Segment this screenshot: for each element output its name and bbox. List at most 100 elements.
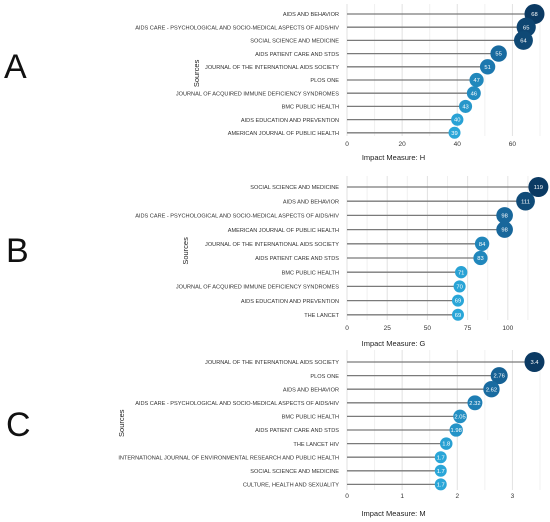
category-label: JOURNAL OF THE INTERNATIONAL AIDS SOCIET… (205, 65, 339, 71)
value-label: 2.05 (454, 415, 465, 421)
category-label: SOCIAL SCIENCE AND MEDICINE (250, 469, 339, 475)
value-label: 84 (479, 242, 486, 248)
y-axis-label: Sources (117, 409, 126, 437)
category-label: AIDS AND BEHAVIOR (283, 387, 339, 393)
category-label: CULTURE, HEALTH AND SEXUALITY (243, 483, 339, 489)
chart-a: 0 20 40 60 Impact Measure: H Sources AIDS AND … (135, 4, 545, 162)
category-label: AIDS CARE - PSYCHOLOGICAL AND SOCIO-MEDI… (135, 25, 339, 31)
x-tick-label: 0 (345, 493, 349, 500)
lollipop-bubble (490, 45, 507, 62)
x-tick-label: 50 (424, 325, 432, 332)
value-label: 47 (473, 78, 479, 84)
lollipop-bubble (479, 59, 496, 75)
lollipop-bubble (466, 86, 481, 101)
value-label: 119 (534, 185, 543, 191)
x-tick-label: 2 (455, 493, 459, 500)
category-label: AIDS PATIENT CARE AND STDS (255, 256, 339, 262)
category-label: PLOS ONE (310, 374, 339, 380)
lollipop-bubble (449, 423, 463, 437)
lollipop-bubble (467, 395, 483, 411)
chart-b: 0 25 50 75 100 Impact Measure: G Sources SOCIAL… (135, 176, 549, 348)
category-label: AIDS AND BEHAVIOR (283, 12, 339, 18)
lollipop-bubble (528, 177, 549, 197)
category-label: BMC PUBLIC HEALTH (282, 415, 339, 421)
x-tick-label: 0 (345, 325, 349, 332)
category-label: AIDS CARE - PSYCHOLOGICAL AND SOCIO-MEDI… (135, 401, 339, 407)
category-label: JOURNAL OF THE INTERNATIONAL AIDS SOCIET… (205, 242, 339, 248)
lollipop-bubble (490, 367, 508, 385)
lollipop-bubble (474, 236, 490, 251)
lollipop-bubble (453, 280, 466, 293)
value-label: 55 (495, 52, 501, 58)
lollipop-bubble (516, 191, 535, 211)
value-label: 71 (458, 270, 464, 276)
x-tick-label: 75 (464, 325, 472, 332)
value-label: 2.32 (469, 401, 480, 407)
x-tick-label: 40 (454, 141, 462, 148)
category-label: AMERICAN JOURNAL OF PUBLIC HEALTH (228, 131, 339, 137)
lollipop-bubble (455, 266, 468, 279)
x-tick-label: 1 (400, 493, 404, 500)
category-label: JOURNAL OF ACQUIRED IMMUNE DEFICIENCY SY… (176, 91, 339, 97)
category-label: BMC PUBLIC HEALTH (282, 105, 339, 111)
value-label: 69 (455, 313, 461, 319)
y-axis-label: Sources (192, 59, 201, 87)
category-label: AIDS AND BEHAVIOR (283, 199, 339, 205)
category-label: SOCIAL SCIENCE AND MEDICINE (250, 39, 339, 45)
lollipop-bubble (524, 352, 545, 372)
lollipop-bubble (453, 409, 467, 424)
value-label: 1.7 (437, 455, 445, 461)
category-label: AIDS CARE - PSYCHOLOGICAL AND SOCIO-MEDI… (135, 214, 339, 220)
x-tick-label: 0 (345, 141, 349, 148)
value-label: 39 (451, 131, 457, 137)
x-tick-label: 25 (384, 325, 392, 332)
lollipop-bubble (483, 381, 500, 398)
category-label: JOURNAL OF THE INTERNATIONAL AIDS SOCIET… (205, 360, 339, 366)
value-label: 111 (521, 199, 530, 205)
panel-letter-c: C (6, 406, 31, 444)
panel-letter-a: A (4, 48, 27, 86)
value-label: 51 (484, 65, 490, 71)
value-label: 2.76 (494, 374, 505, 380)
panel-letter-b: B (6, 232, 29, 270)
lollipop-bubble (451, 308, 464, 321)
lollipop-bubble (496, 221, 513, 238)
lollipop-bubble (469, 72, 484, 88)
x-axis-label: Impact Measure: M (361, 509, 425, 518)
category-label: AIDS PATIENT CARE AND STDS (255, 428, 339, 434)
value-label: 83 (477, 256, 483, 262)
value-label: 1.7 (437, 483, 445, 489)
value-label: 46 (471, 91, 477, 97)
category-label: INTERNATIONAL JOURNAL OF ENVIRONMENTAL R… (118, 455, 339, 461)
x-tick-label: 100 (502, 325, 513, 332)
lollipop-bubble (514, 30, 533, 50)
lollipop-bubble (448, 126, 461, 139)
x-axis-label: Impact Measure: G (362, 339, 426, 348)
value-label: 64 (520, 39, 527, 45)
value-label: 1.8 (442, 442, 450, 448)
value-label: 1.7 (437, 469, 445, 475)
lollipop-bubble (451, 294, 464, 307)
x-tick-label: 60 (509, 141, 517, 148)
value-label: 40 (454, 118, 460, 124)
category-label: AIDS EDUCATION AND PREVENTION (241, 299, 339, 305)
category-label: THE LANCET (304, 313, 339, 319)
lollipop-bubble (434, 451, 447, 464)
value-label: 3.4 (530, 360, 539, 366)
category-label: AIDS EDUCATION AND PREVENTION (241, 118, 339, 124)
lollipop-bubble (451, 113, 464, 126)
value-label: 43 (462, 105, 468, 111)
category-label: JOURNAL OF ACQUIRED IMMUNE DEFICIENCY SY… (176, 285, 339, 291)
value-label: 1.98 (451, 428, 462, 434)
chart-c: 0 1 2 3 Impact Measure: M Sources JOURNAL OF T… (117, 350, 545, 518)
value-label: 68 (531, 12, 537, 18)
value-label: 98 (501, 228, 507, 234)
lollipop-bubble (473, 250, 488, 266)
lollipop-bubble (434, 478, 447, 491)
category-label: THE LANCET HIV (293, 442, 339, 448)
category-label: AIDS PATIENT CARE AND STDS (255, 52, 339, 58)
lollipop-bubble (496, 207, 513, 224)
x-tick-label: 3 (511, 493, 515, 500)
y-axis-label: Sources (181, 237, 190, 265)
